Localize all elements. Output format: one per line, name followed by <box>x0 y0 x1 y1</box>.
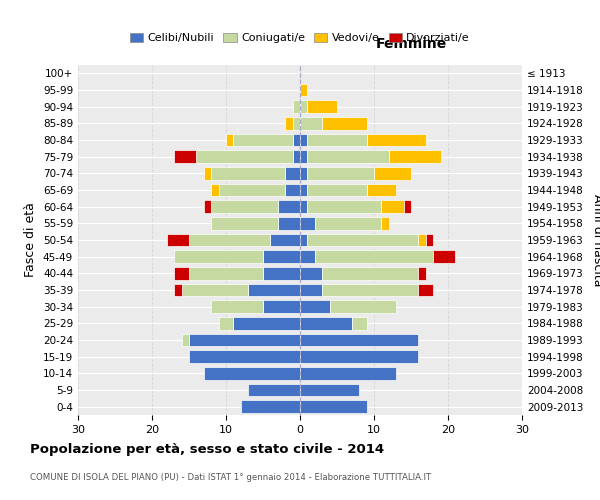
Bar <box>300 134 307 146</box>
Bar <box>233 134 293 146</box>
Bar <box>433 250 455 263</box>
Bar <box>278 217 300 230</box>
Bar <box>322 284 418 296</box>
Bar <box>211 217 278 230</box>
Bar <box>211 184 218 196</box>
Bar <box>300 317 352 330</box>
Y-axis label: Anni di nascita: Anni di nascita <box>590 194 600 286</box>
Legend: Celibi/Nubili, Coniugati/e, Vedovi/e, Divorziati/e: Celibi/Nubili, Coniugati/e, Vedovi/e, Di… <box>125 28 475 48</box>
Bar <box>167 234 189 246</box>
Bar <box>285 117 293 130</box>
Bar <box>307 134 367 146</box>
Bar <box>329 300 396 313</box>
Bar <box>211 167 285 179</box>
Bar <box>307 184 367 196</box>
Bar <box>300 334 418 346</box>
Bar <box>300 267 322 280</box>
Bar <box>300 400 367 413</box>
Bar <box>300 200 307 213</box>
Bar <box>204 200 211 213</box>
Bar <box>418 284 433 296</box>
Bar <box>300 284 322 296</box>
Bar <box>174 284 182 296</box>
Bar <box>315 250 433 263</box>
Bar <box>300 84 307 96</box>
Bar <box>285 184 300 196</box>
Bar <box>300 117 322 130</box>
Bar <box>182 284 248 296</box>
Bar <box>300 217 315 230</box>
Bar <box>307 167 374 179</box>
Bar <box>189 334 300 346</box>
Bar <box>196 150 293 163</box>
Bar <box>271 234 300 246</box>
Bar <box>233 317 300 330</box>
Bar <box>189 267 263 280</box>
Bar <box>189 234 271 246</box>
Bar <box>404 200 411 213</box>
Bar <box>300 184 307 196</box>
Bar <box>204 367 300 380</box>
Bar <box>174 267 189 280</box>
Bar <box>174 150 196 163</box>
Bar <box>293 134 300 146</box>
Bar <box>300 167 307 179</box>
Bar <box>248 284 300 296</box>
Bar <box>218 184 285 196</box>
Bar <box>389 150 440 163</box>
Bar <box>300 100 307 113</box>
Bar <box>300 150 307 163</box>
Text: Femmine: Femmine <box>376 37 446 51</box>
Bar <box>374 167 411 179</box>
Bar <box>293 117 300 130</box>
Bar <box>426 234 433 246</box>
Bar <box>263 267 300 280</box>
Bar <box>300 367 396 380</box>
Bar <box>300 300 329 313</box>
Bar <box>189 350 300 363</box>
Bar <box>241 400 300 413</box>
Bar <box>263 300 300 313</box>
Y-axis label: Fasce di età: Fasce di età <box>25 202 37 278</box>
Bar <box>226 134 233 146</box>
Bar <box>307 150 389 163</box>
Bar <box>382 217 389 230</box>
Bar <box>248 384 300 396</box>
Bar <box>322 267 418 280</box>
Bar <box>367 134 426 146</box>
Bar <box>418 234 426 246</box>
Bar <box>322 117 367 130</box>
Bar <box>204 167 211 179</box>
Bar <box>367 184 396 196</box>
Bar <box>300 350 418 363</box>
Bar <box>307 234 418 246</box>
Bar <box>293 100 300 113</box>
Bar <box>263 250 300 263</box>
Bar <box>174 250 263 263</box>
Bar <box>418 267 426 280</box>
Bar <box>300 234 307 246</box>
Bar <box>211 300 263 313</box>
Text: Popolazione per età, sesso e stato civile - 2014: Popolazione per età, sesso e stato civil… <box>30 442 384 456</box>
Bar <box>285 167 300 179</box>
Bar <box>300 384 359 396</box>
Bar <box>278 200 300 213</box>
Bar <box>352 317 367 330</box>
Bar <box>307 200 382 213</box>
Bar <box>307 100 337 113</box>
Bar <box>315 217 382 230</box>
Text: COMUNE DI ISOLA DEL PIANO (PU) - Dati ISTAT 1° gennaio 2014 - Elaborazione TUTTI: COMUNE DI ISOLA DEL PIANO (PU) - Dati IS… <box>30 472 431 482</box>
Bar <box>218 317 233 330</box>
Bar <box>182 334 189 346</box>
Bar <box>293 150 300 163</box>
Bar <box>300 250 315 263</box>
Bar <box>382 200 404 213</box>
Bar <box>211 200 278 213</box>
